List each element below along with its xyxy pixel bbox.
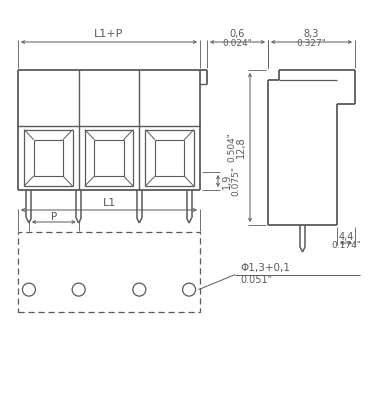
Text: 8,3: 8,3 — [304, 29, 319, 39]
Text: Φ1,3+0,1: Φ1,3+0,1 — [240, 262, 290, 273]
Text: 0.327": 0.327" — [296, 38, 326, 48]
Text: 0,6: 0,6 — [230, 29, 245, 39]
Text: 0.051": 0.051" — [240, 274, 272, 285]
Text: 0.504": 0.504" — [227, 132, 236, 162]
Text: 1,9: 1,9 — [222, 173, 232, 189]
Text: 12,8: 12,8 — [236, 137, 246, 158]
Text: 0.075": 0.075" — [232, 166, 241, 196]
Text: 0.174": 0.174" — [331, 242, 361, 250]
Text: P: P — [51, 212, 57, 222]
Bar — [18, 232, 200, 312]
Text: L1+P: L1+P — [94, 29, 124, 39]
Text: 0.024": 0.024" — [223, 38, 252, 48]
Text: L1: L1 — [102, 198, 115, 208]
Text: 4,4: 4,4 — [338, 232, 354, 242]
